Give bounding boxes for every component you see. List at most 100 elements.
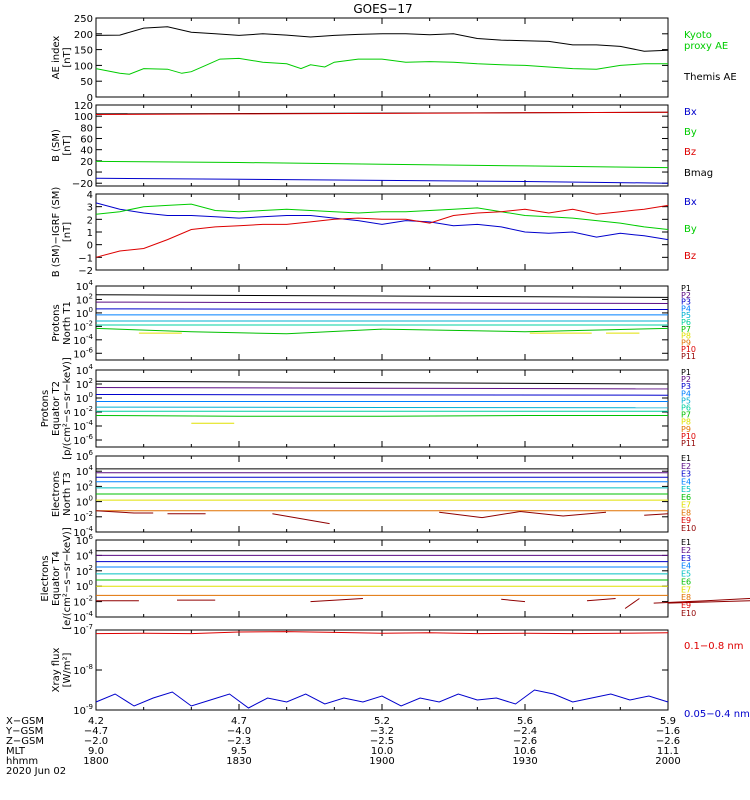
y-tick-label: 100 [74, 61, 93, 72]
legend-entry: Bx [684, 107, 697, 118]
series-line-p3 [95, 308, 669, 310]
legend-entry: E6 [681, 493, 691, 502]
ephemeris-value: −3.2 [370, 726, 394, 737]
legend-entry: P9 [681, 425, 691, 434]
y-tick-label: 150 [74, 46, 93, 57]
y-tick-label: 250 [74, 14, 93, 25]
legend-entry: E4 [681, 562, 691, 571]
y-tick-label: 60 [80, 135, 93, 146]
y-tick-label: 10-2 [73, 405, 93, 419]
ephemeris-value: −4.0 [227, 726, 251, 737]
series-line-kyoto-proxy-ae [95, 57, 668, 75]
plot-frame [95, 539, 669, 618]
series-line-e10g [653, 597, 750, 604]
y-tick-label: 10-4 [73, 610, 93, 624]
series-line-e10a [95, 510, 154, 514]
y-tick-label: −1 [78, 253, 93, 264]
plot-frame [95, 104, 669, 187]
legend-entry: Bz [684, 251, 696, 262]
y-tick-label: 10-2 [73, 510, 93, 524]
ephemeris-value: 4.2 [88, 716, 104, 727]
ephemeris-value: −2.0 [84, 736, 108, 747]
y-tick-label: 10-6 [73, 433, 93, 447]
plot-frame [95, 629, 669, 711]
legend-entry: E1 [681, 454, 691, 463]
legend-entry: P4 [681, 304, 691, 313]
series-line-e10e [644, 513, 669, 516]
y-axis-label: B (SM)[nT] [51, 129, 73, 162]
legend-entry: P3 [681, 382, 691, 391]
y-tick-label: 104 [76, 464, 94, 478]
y-tick-label: 102 [76, 479, 93, 493]
y-tick-label: 20 [80, 157, 93, 168]
figure-title: GOES−17 [353, 2, 412, 16]
y-axis-label: ElectronsNorth T3 [51, 471, 73, 517]
y-tick-label: 4 [87, 190, 93, 201]
legend-entry: P10 [681, 345, 696, 354]
legend-entry: E6 [681, 577, 691, 586]
series-line-p7 [95, 415, 668, 417]
ephemeris-value: −2.6 [513, 736, 537, 747]
series-line-e10f [624, 598, 640, 609]
y-tick-label: 10-8 [73, 663, 93, 677]
y-tick-label: 2 [87, 215, 93, 226]
legend-entry: E5 [681, 570, 691, 579]
series-line-e10d [439, 510, 607, 519]
legend-entry: By [684, 224, 697, 235]
series-line-e10c [310, 598, 363, 603]
y-tick-label: 10-7 [73, 623, 93, 637]
ephemeris-value: 9.5 [231, 746, 247, 757]
ephemeris-value: 4.7 [231, 716, 247, 727]
legend-entry: E7 [681, 501, 691, 510]
legend-entry: E3 [681, 470, 691, 479]
y-tick-label: 100 [76, 391, 93, 405]
legend-entry: P5 [681, 396, 691, 405]
ephemeris-value: −2.6 [656, 736, 680, 747]
legend-entry: P8 [681, 418, 691, 427]
y-tick-label: −2 [78, 266, 93, 277]
legend-entry: P11 [681, 439, 696, 448]
y-tick-label: 10-4 [73, 333, 93, 347]
ephemeris-value: 2000 [655, 756, 680, 767]
legend-entry: E9 [681, 601, 691, 610]
y-tick-label: 102 [76, 564, 93, 578]
series-line-e10e [586, 598, 616, 602]
y-axis-label: ProtonsEquator T2[p/(cm²−s−sr−keV)] [40, 357, 73, 460]
ephemeris-value: 1930 [512, 756, 537, 767]
series-line-0-1-0-8-nm [95, 631, 669, 635]
legend-entry: P5 [681, 311, 691, 320]
legend-entry: Kyoto proxy AE [684, 30, 728, 52]
ephemeris-value: 10.0 [371, 746, 393, 757]
legend-entry: By [684, 127, 697, 138]
legend-entry: E1 [681, 538, 691, 547]
y-axis-label: ElectronsEquator T4[e/(cm²−s−sr−keV)] [40, 527, 73, 630]
legend-entry: P11 [681, 352, 696, 361]
y-tick-label: 102 [76, 377, 93, 391]
legend-entry: P7 [681, 411, 691, 420]
y-axis-label: B (SM)−IGRF (SM)[nT] [51, 187, 73, 278]
ephemeris-table: X−GSM 4.2 4.7 5.2 5.6 5.9Y−GSM −4.7 −4.0 −3.2 −2.… [5, 716, 681, 777]
legend-entry: Bmag [684, 168, 713, 179]
legend-entry: E5 [681, 485, 691, 494]
ephemeris-row-label: Y−GSM [5, 726, 43, 737]
y-tick-label: 0 [87, 241, 93, 252]
ephemeris-row-label: Z−GSM [6, 736, 44, 747]
panel-b-minus-igrf: 4 32 1 0−1 −2 B (SM)−IGRF (SM)[nT] Bx By Bz [51, 187, 697, 278]
series-line-p5 [95, 406, 669, 409]
legend-entry: Themis AE [683, 72, 737, 83]
y-tick-label: 10-2 [73, 595, 93, 609]
date-label: 2020 Jun 02 [6, 766, 66, 777]
y-tick-label: 50 [80, 77, 93, 88]
legend-entry: P3 [681, 298, 691, 307]
legend-entry: P6 [681, 404, 691, 413]
legend-entry: 0.05−0.4 nm [684, 709, 750, 720]
legend-entry: P4 [681, 389, 691, 398]
ephemeris-value: −2.3 [227, 736, 251, 747]
y-tick-label: 3 [87, 203, 93, 214]
ephemeris-value: −2.4 [513, 726, 537, 737]
y-tick-label: 104 [76, 279, 94, 293]
